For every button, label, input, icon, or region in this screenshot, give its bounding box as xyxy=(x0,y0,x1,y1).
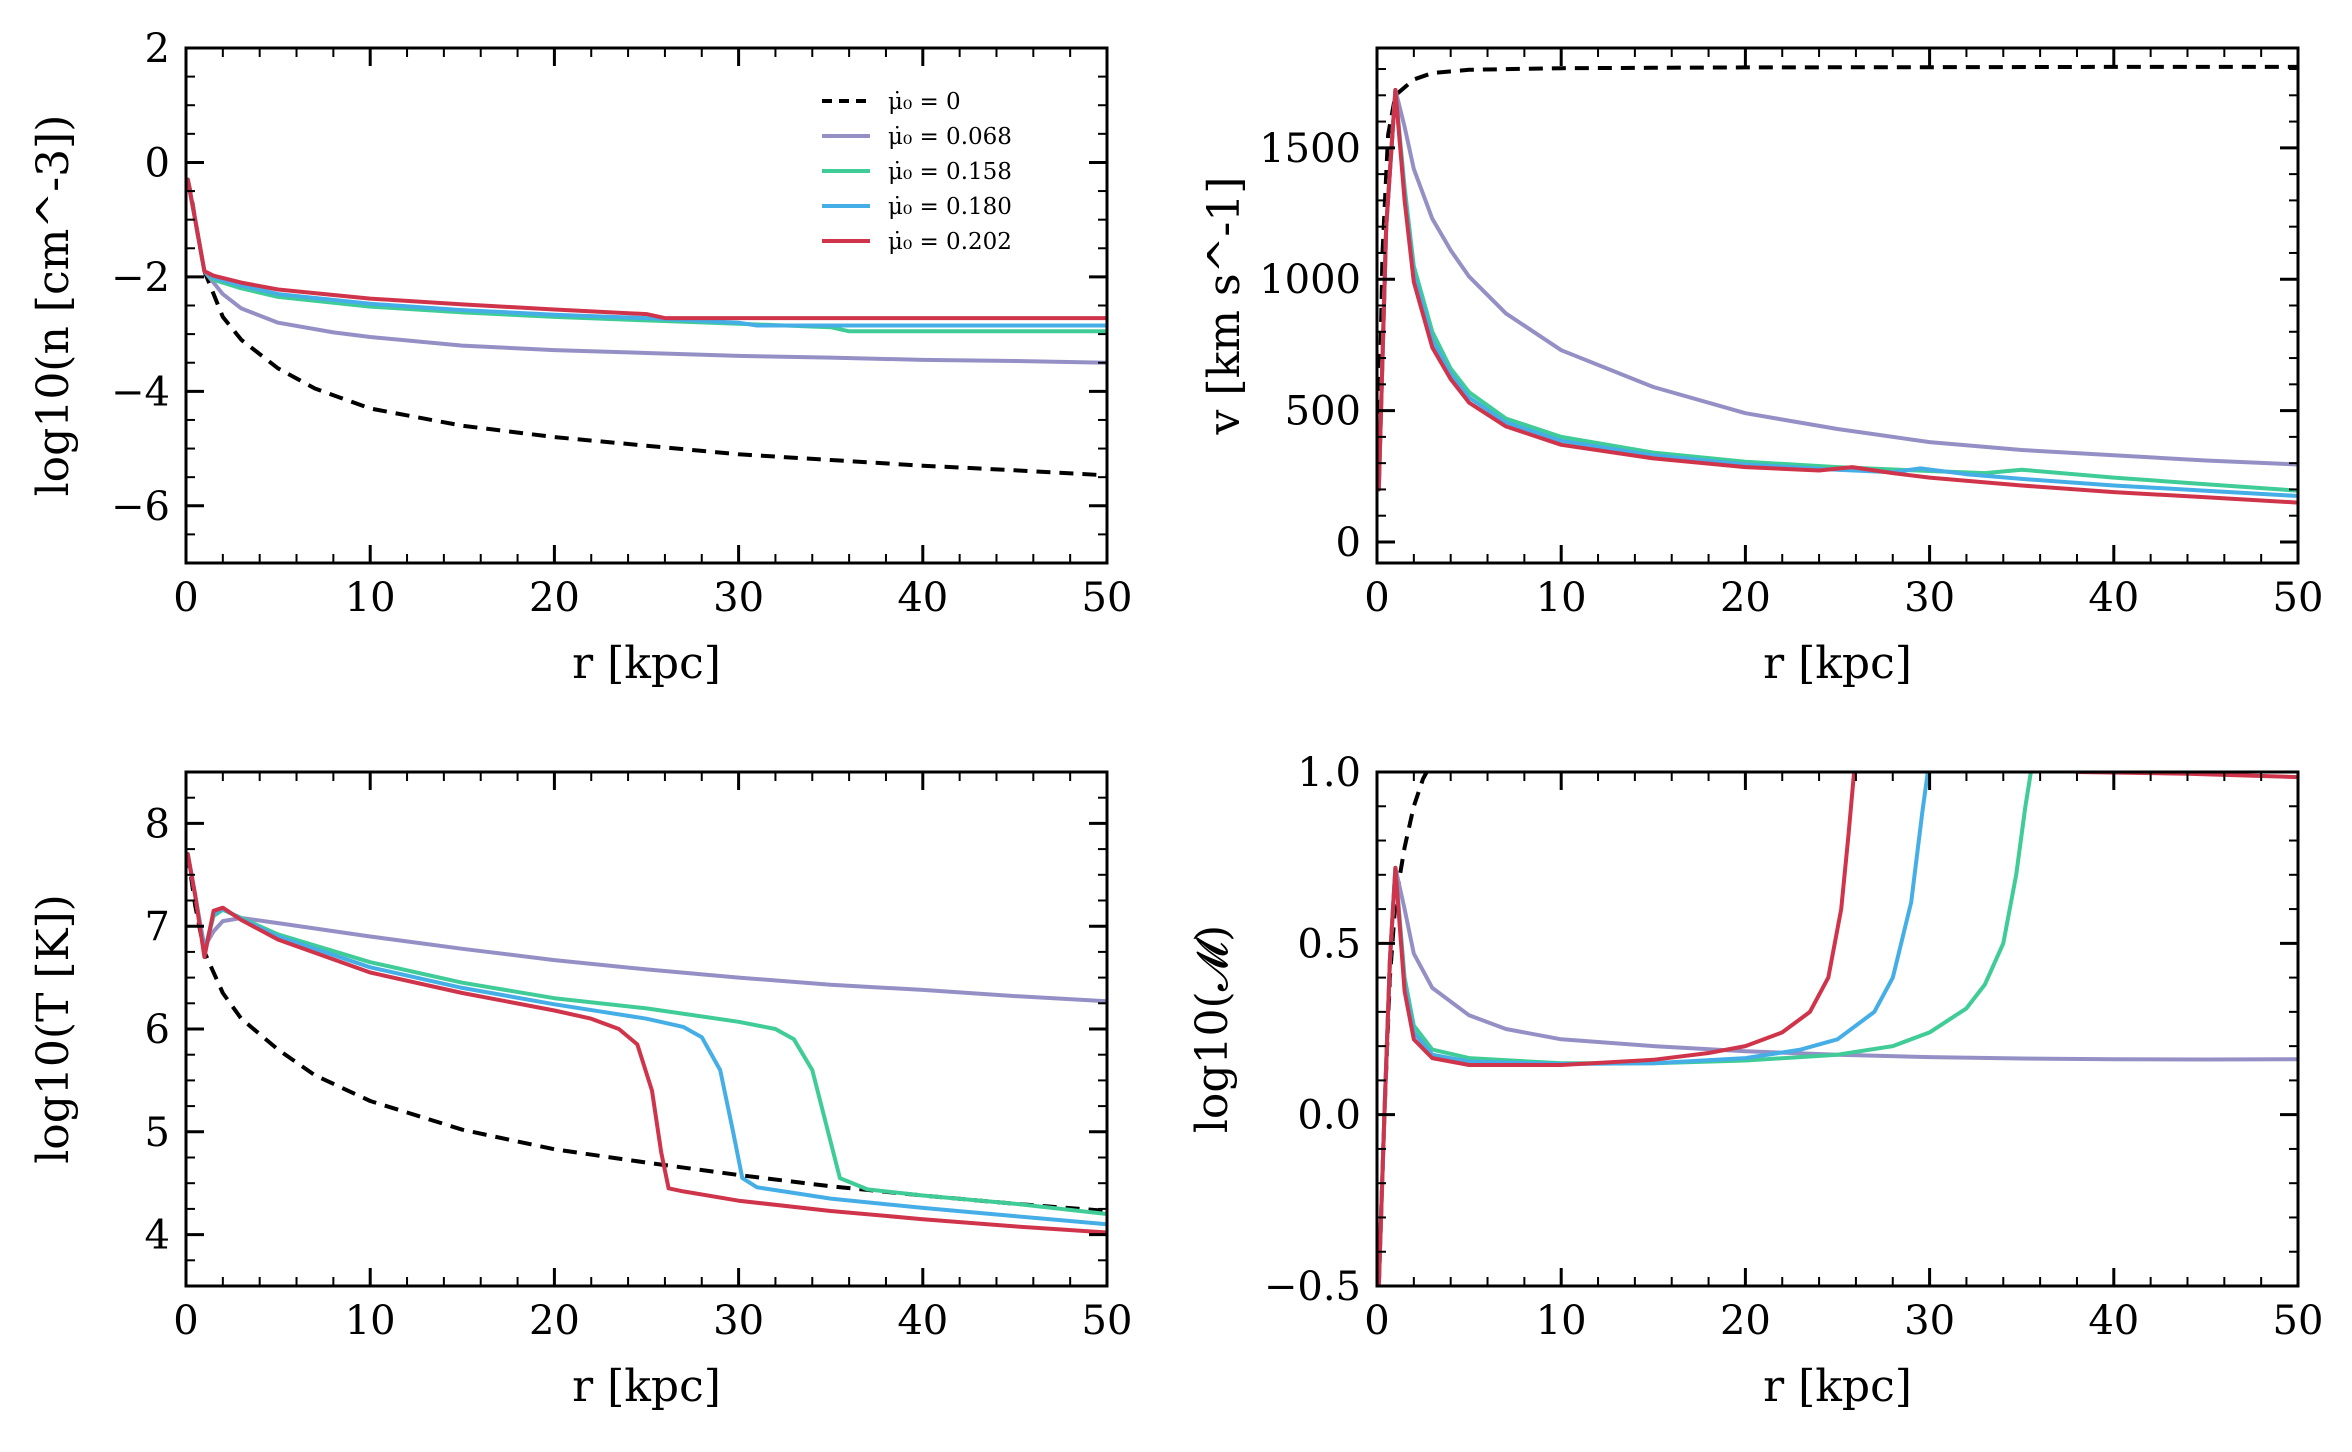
y-tick-label: −0.5 xyxy=(1264,1264,1361,1310)
x-tick-label: 30 xyxy=(1904,1298,1955,1344)
panel-temperature: 0 10 20 30 40 50 4 5 6 7 8 r [kpc] log10(T [K]) xyxy=(28,770,1133,1412)
y-tick-label: 7 xyxy=(145,904,170,950)
x-tick-label: 20 xyxy=(529,1298,580,1344)
x-tick-label: 50 xyxy=(2273,575,2324,621)
x-tick-label: 20 xyxy=(529,575,580,621)
plot-frame xyxy=(184,770,1109,1288)
minor-ticks xyxy=(1376,48,2299,563)
series-line-mu_0202 xyxy=(186,177,1107,321)
x-tick-label: 30 xyxy=(1904,575,1955,621)
x-axis-label: r [kpc] xyxy=(1763,1361,1912,1412)
minor-ticks xyxy=(185,771,1108,1287)
x-tick-label: 40 xyxy=(897,1298,948,1344)
x-tick-label: 10 xyxy=(345,575,396,621)
legend-label: μ̇₀ = 0 xyxy=(888,89,961,115)
y-axis-label: log10(T [K]) xyxy=(28,894,79,1164)
x-tick-label: 0 xyxy=(1364,1298,1389,1344)
y-tick-label: 1000 xyxy=(1259,257,1361,303)
y-tick-label: 5 xyxy=(145,1110,170,1156)
legend-label: μ̇₀ = 0.180 xyxy=(888,194,1012,220)
y-axis-label: log10(𝓜) xyxy=(1187,925,1238,1133)
y-tick-label: 4 xyxy=(145,1213,170,1259)
x-axis-label: r [kpc] xyxy=(1763,638,1912,689)
series-group xyxy=(186,852,1107,1235)
legend-label: μ̇₀ = 0.158 xyxy=(888,159,1012,185)
y-tick-label: −2 xyxy=(111,255,170,301)
x-axis-label: r [kpc] xyxy=(572,638,721,689)
y-tick-label: 1.0 xyxy=(1297,750,1361,796)
legend: μ̇₀ = 0 μ̇₀ = 0.068 μ̇₀ = 0.158 μ̇₀ = 0.180… xyxy=(822,89,1012,255)
series-line-mu_0202 xyxy=(186,852,1107,1235)
y-tick-label: 0.0 xyxy=(1297,1093,1361,1139)
series-line-mu_0158 xyxy=(186,852,1107,1216)
series-line-mu_0202 xyxy=(1377,772,1857,1286)
x-tick-label: 50 xyxy=(2273,1298,2324,1344)
y-tick-label: 6 xyxy=(145,1007,170,1053)
y-tick-label: 2 xyxy=(145,26,170,72)
x-tick-label: 0 xyxy=(173,575,198,621)
series-line-mu_0068 xyxy=(1377,88,2298,492)
plot-frame xyxy=(1375,770,2300,1288)
y-axis-label: log10(n [cm^-3]) xyxy=(28,115,79,497)
series-line-mu_0 xyxy=(1377,64,2298,437)
panel-mach: 0 10 20 30 40 50 −0.5 0.0 0.5 1.0 r [kpc] log10(𝓜) xyxy=(1187,750,2323,1412)
x-tick-label: 20 xyxy=(1720,575,1771,621)
plot-frame xyxy=(1375,46,2300,565)
major-ticks xyxy=(184,46,1109,563)
y-tick-label: 500 xyxy=(1285,389,1361,435)
series-line-mu_0068 xyxy=(186,852,1107,1004)
series-line-mu_0180 xyxy=(186,852,1107,1227)
x-tick-label: 30 xyxy=(713,575,764,621)
series-line-mu_0158 xyxy=(1377,772,2033,1286)
x-tick-label: 10 xyxy=(1536,575,1587,621)
panel-density: 0 10 20 30 40 50 −6 −4 −2 0 2 r [kpc] log10(n [cm^-3… xyxy=(28,26,1132,689)
legend-label: μ̇₀ = 0.202 xyxy=(888,229,1012,255)
y-tick-label: 1500 xyxy=(1259,126,1361,172)
x-tick-label: 0 xyxy=(1364,575,1389,621)
series-line-mu_0180 xyxy=(1377,88,2298,498)
x-tick-label: 40 xyxy=(897,575,948,621)
series-group xyxy=(1377,64,2298,505)
series-line-mu_0068 xyxy=(186,177,1107,365)
series-group xyxy=(186,177,1107,478)
x-tick-label: 40 xyxy=(2088,1298,2139,1344)
x-tick-label: 10 xyxy=(1536,1298,1587,1344)
x-axis-label: r [kpc] xyxy=(572,1361,721,1412)
y-tick-label: 0 xyxy=(1336,520,1361,566)
x-tick-label: 40 xyxy=(2088,575,2139,621)
series-group xyxy=(1377,772,2298,1286)
series-line-mu_0 xyxy=(186,853,1107,1213)
y-tick-label: −4 xyxy=(111,369,170,415)
series-line-mu_0202 xyxy=(1377,88,2298,505)
x-tick-label: 0 xyxy=(173,1298,198,1344)
x-tick-label: 50 xyxy=(1082,1298,1133,1344)
major-ticks xyxy=(184,772,1109,1286)
x-tick-label: 30 xyxy=(713,1298,764,1344)
y-tick-label: 0 xyxy=(145,140,170,186)
y-tick-label: −6 xyxy=(111,484,170,530)
y-axis-label: v [km s^-1] xyxy=(1199,177,1250,436)
x-tick-label: 20 xyxy=(1720,1298,1771,1344)
legend-label: μ̇₀ = 0.068 xyxy=(888,124,1012,150)
major-ticks xyxy=(1375,770,2300,1288)
y-tick-label: 0.5 xyxy=(1297,921,1361,967)
x-tick-label: 10 xyxy=(345,1298,396,1344)
y-tick-label: 8 xyxy=(145,801,170,847)
major-ticks xyxy=(1375,48,2300,563)
x-tick-label: 50 xyxy=(1082,575,1133,621)
